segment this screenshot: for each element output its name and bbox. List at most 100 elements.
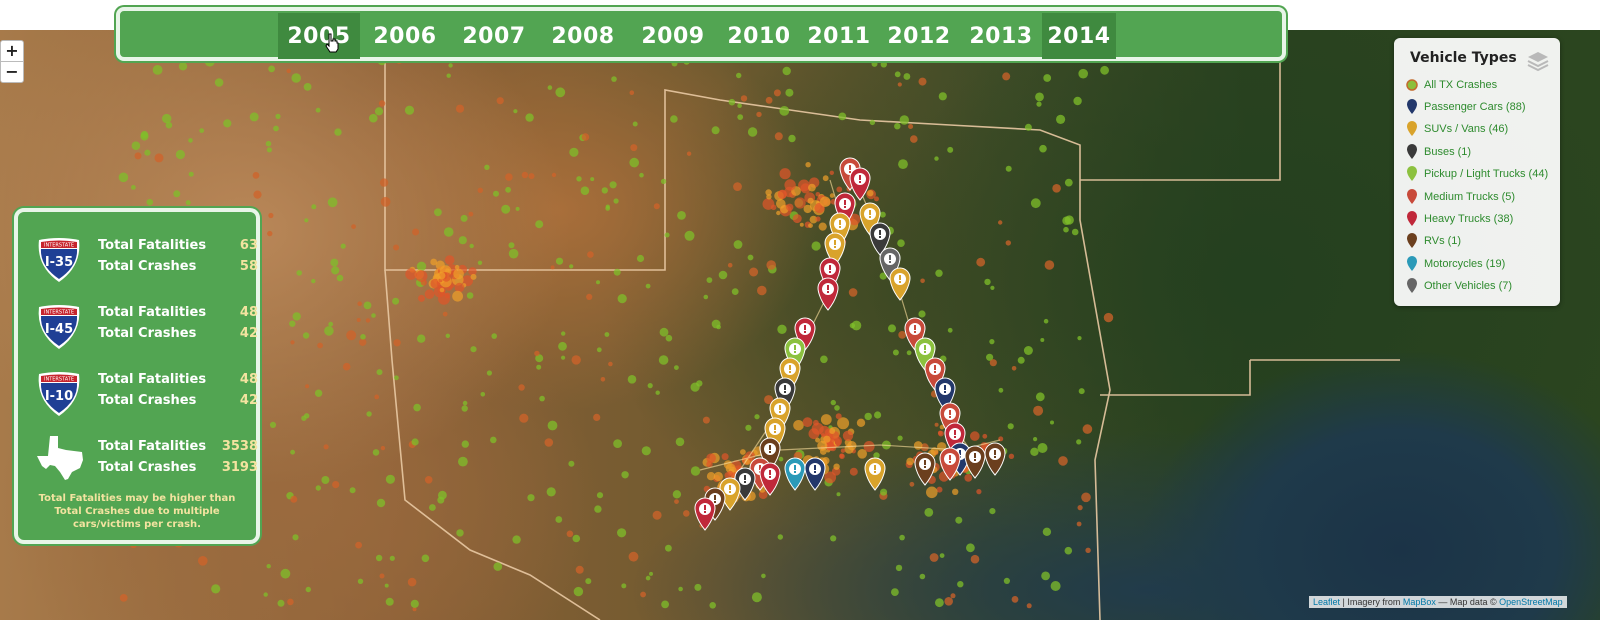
crash-marker xyxy=(864,457,886,491)
zoom-out-button[interactable]: − xyxy=(0,61,24,83)
heat-dot xyxy=(580,186,590,195)
heat-dot xyxy=(800,183,811,194)
legend-item-medium-trucks[interactable]: Medium Trucks (5) xyxy=(1406,188,1515,206)
openstreetmap-link[interactable]: OpenStreetMap xyxy=(1499,597,1563,607)
heat-dot xyxy=(569,147,579,157)
marker-icon xyxy=(1407,278,1417,293)
legend-item-motorcycles[interactable]: Motorcycles (19) xyxy=(1406,255,1505,273)
legend-item-all-crashes[interactable]: All TX Crashes xyxy=(1406,76,1497,94)
heat-dot xyxy=(328,321,334,327)
satellite-map[interactable] xyxy=(0,30,1600,620)
heat-dot xyxy=(424,289,435,300)
heat-dot xyxy=(1063,226,1069,233)
crash-marker xyxy=(914,452,936,486)
heat-dot xyxy=(477,260,483,265)
year-2006[interactable]: 2006 xyxy=(373,23,437,49)
heat-dot xyxy=(1073,96,1082,106)
heat-dot xyxy=(547,420,558,431)
heat-dot xyxy=(140,130,149,139)
heat-dot xyxy=(1100,65,1109,75)
heat-dot xyxy=(357,578,364,584)
heat-dot xyxy=(744,458,750,465)
heat-dot xyxy=(518,384,525,391)
heat-dot xyxy=(1026,603,1032,609)
heat-dot xyxy=(605,206,611,211)
heat-dot xyxy=(458,456,468,467)
heat-dot xyxy=(544,438,554,447)
leaflet-link[interactable]: Leaflet xyxy=(1313,597,1341,607)
heat-dot xyxy=(613,439,622,448)
heat-dot xyxy=(891,588,899,596)
legend-item-rvs[interactable]: RVs (1) xyxy=(1406,232,1461,250)
heat-dot xyxy=(903,73,911,80)
crash-marker xyxy=(939,447,961,481)
heat-dot xyxy=(359,338,367,346)
heat-dot xyxy=(910,135,918,143)
crash-markers[interactable] xyxy=(694,157,1006,531)
heat-dot xyxy=(336,274,344,282)
year-2007[interactable]: 2007 xyxy=(462,23,526,49)
heat-dot xyxy=(539,395,545,402)
heat-dot xyxy=(555,87,566,98)
heat-dot xyxy=(1033,405,1044,416)
heat-dot xyxy=(453,268,464,280)
heat-dot xyxy=(899,115,909,125)
heat-dot xyxy=(819,196,831,208)
heat-dot xyxy=(718,270,728,280)
year-2014[interactable]: 2014 xyxy=(1042,13,1116,59)
heat-dot xyxy=(267,230,273,237)
heat-dot xyxy=(1077,505,1083,511)
map-attribution: Leaflet | Imagery from MapBox — Map data… xyxy=(1309,596,1567,608)
svg-text:INTERSTATE: INTERSTATE xyxy=(44,310,74,316)
year-2010[interactable]: 2010 xyxy=(727,23,791,49)
heat-dot xyxy=(527,494,535,502)
legend-item-suvs-vans[interactable]: SUVs / Vans (46) xyxy=(1406,120,1508,138)
legend-item-heavy-trucks[interactable]: Heavy Trucks (38) xyxy=(1406,210,1513,228)
heat-dot xyxy=(375,554,383,562)
heat-dot xyxy=(374,107,384,116)
heat-dot xyxy=(290,340,295,345)
heat-dot xyxy=(636,254,645,263)
heat-dot xyxy=(879,272,887,280)
svg-text:I-10: I-10 xyxy=(45,389,73,404)
legend-item-passenger-cars[interactable]: Passenger Cars (88) xyxy=(1406,98,1526,116)
heat-dot xyxy=(721,453,729,461)
heat-dot xyxy=(366,411,372,417)
heat-dot xyxy=(152,65,163,75)
legend-item-pickup-trucks[interactable]: Pickup / Light Trucks (44) xyxy=(1406,165,1548,183)
heat-dot xyxy=(1082,424,1093,434)
marker-icon xyxy=(1407,99,1417,114)
legend-item-buses[interactable]: Buses (1) xyxy=(1406,143,1471,161)
heat-dot xyxy=(575,565,584,574)
heat-dot xyxy=(468,211,474,217)
heat-dot xyxy=(836,186,843,193)
heat-dot xyxy=(815,216,821,222)
heat-dot xyxy=(430,278,441,289)
heat-dot xyxy=(929,553,939,562)
mapbox-link[interactable]: MapBox xyxy=(1402,597,1436,607)
heat-dot xyxy=(736,72,742,79)
heat-dot xyxy=(749,267,759,277)
heat-dot xyxy=(919,573,926,580)
heat-dot xyxy=(998,387,1004,393)
legend-item-other-vehicles[interactable]: Other Vehicles (7) xyxy=(1406,277,1512,295)
heat-dot xyxy=(324,326,334,336)
year-2005[interactable]: 2005 xyxy=(278,13,360,59)
crash-marker xyxy=(817,277,839,311)
heat-dot xyxy=(1081,492,1091,503)
heat-dot xyxy=(627,375,637,384)
heat-dot xyxy=(740,95,748,102)
heat-dot xyxy=(119,594,128,602)
heat-dot xyxy=(412,228,420,236)
zoom-in-button[interactable]: + xyxy=(0,40,24,62)
heat-dot xyxy=(802,417,813,428)
heat-dot xyxy=(273,125,279,132)
heat-dot xyxy=(706,472,716,481)
heat-dot xyxy=(964,474,973,482)
year-2012[interactable]: 2012 xyxy=(887,23,951,49)
year-2011[interactable]: 2011 xyxy=(807,23,871,49)
year-2009[interactable]: 2009 xyxy=(641,23,705,49)
year-2013[interactable]: 2013 xyxy=(969,23,1033,49)
year-2008[interactable]: 2008 xyxy=(551,23,615,49)
layers-icon[interactable] xyxy=(1526,50,1550,72)
